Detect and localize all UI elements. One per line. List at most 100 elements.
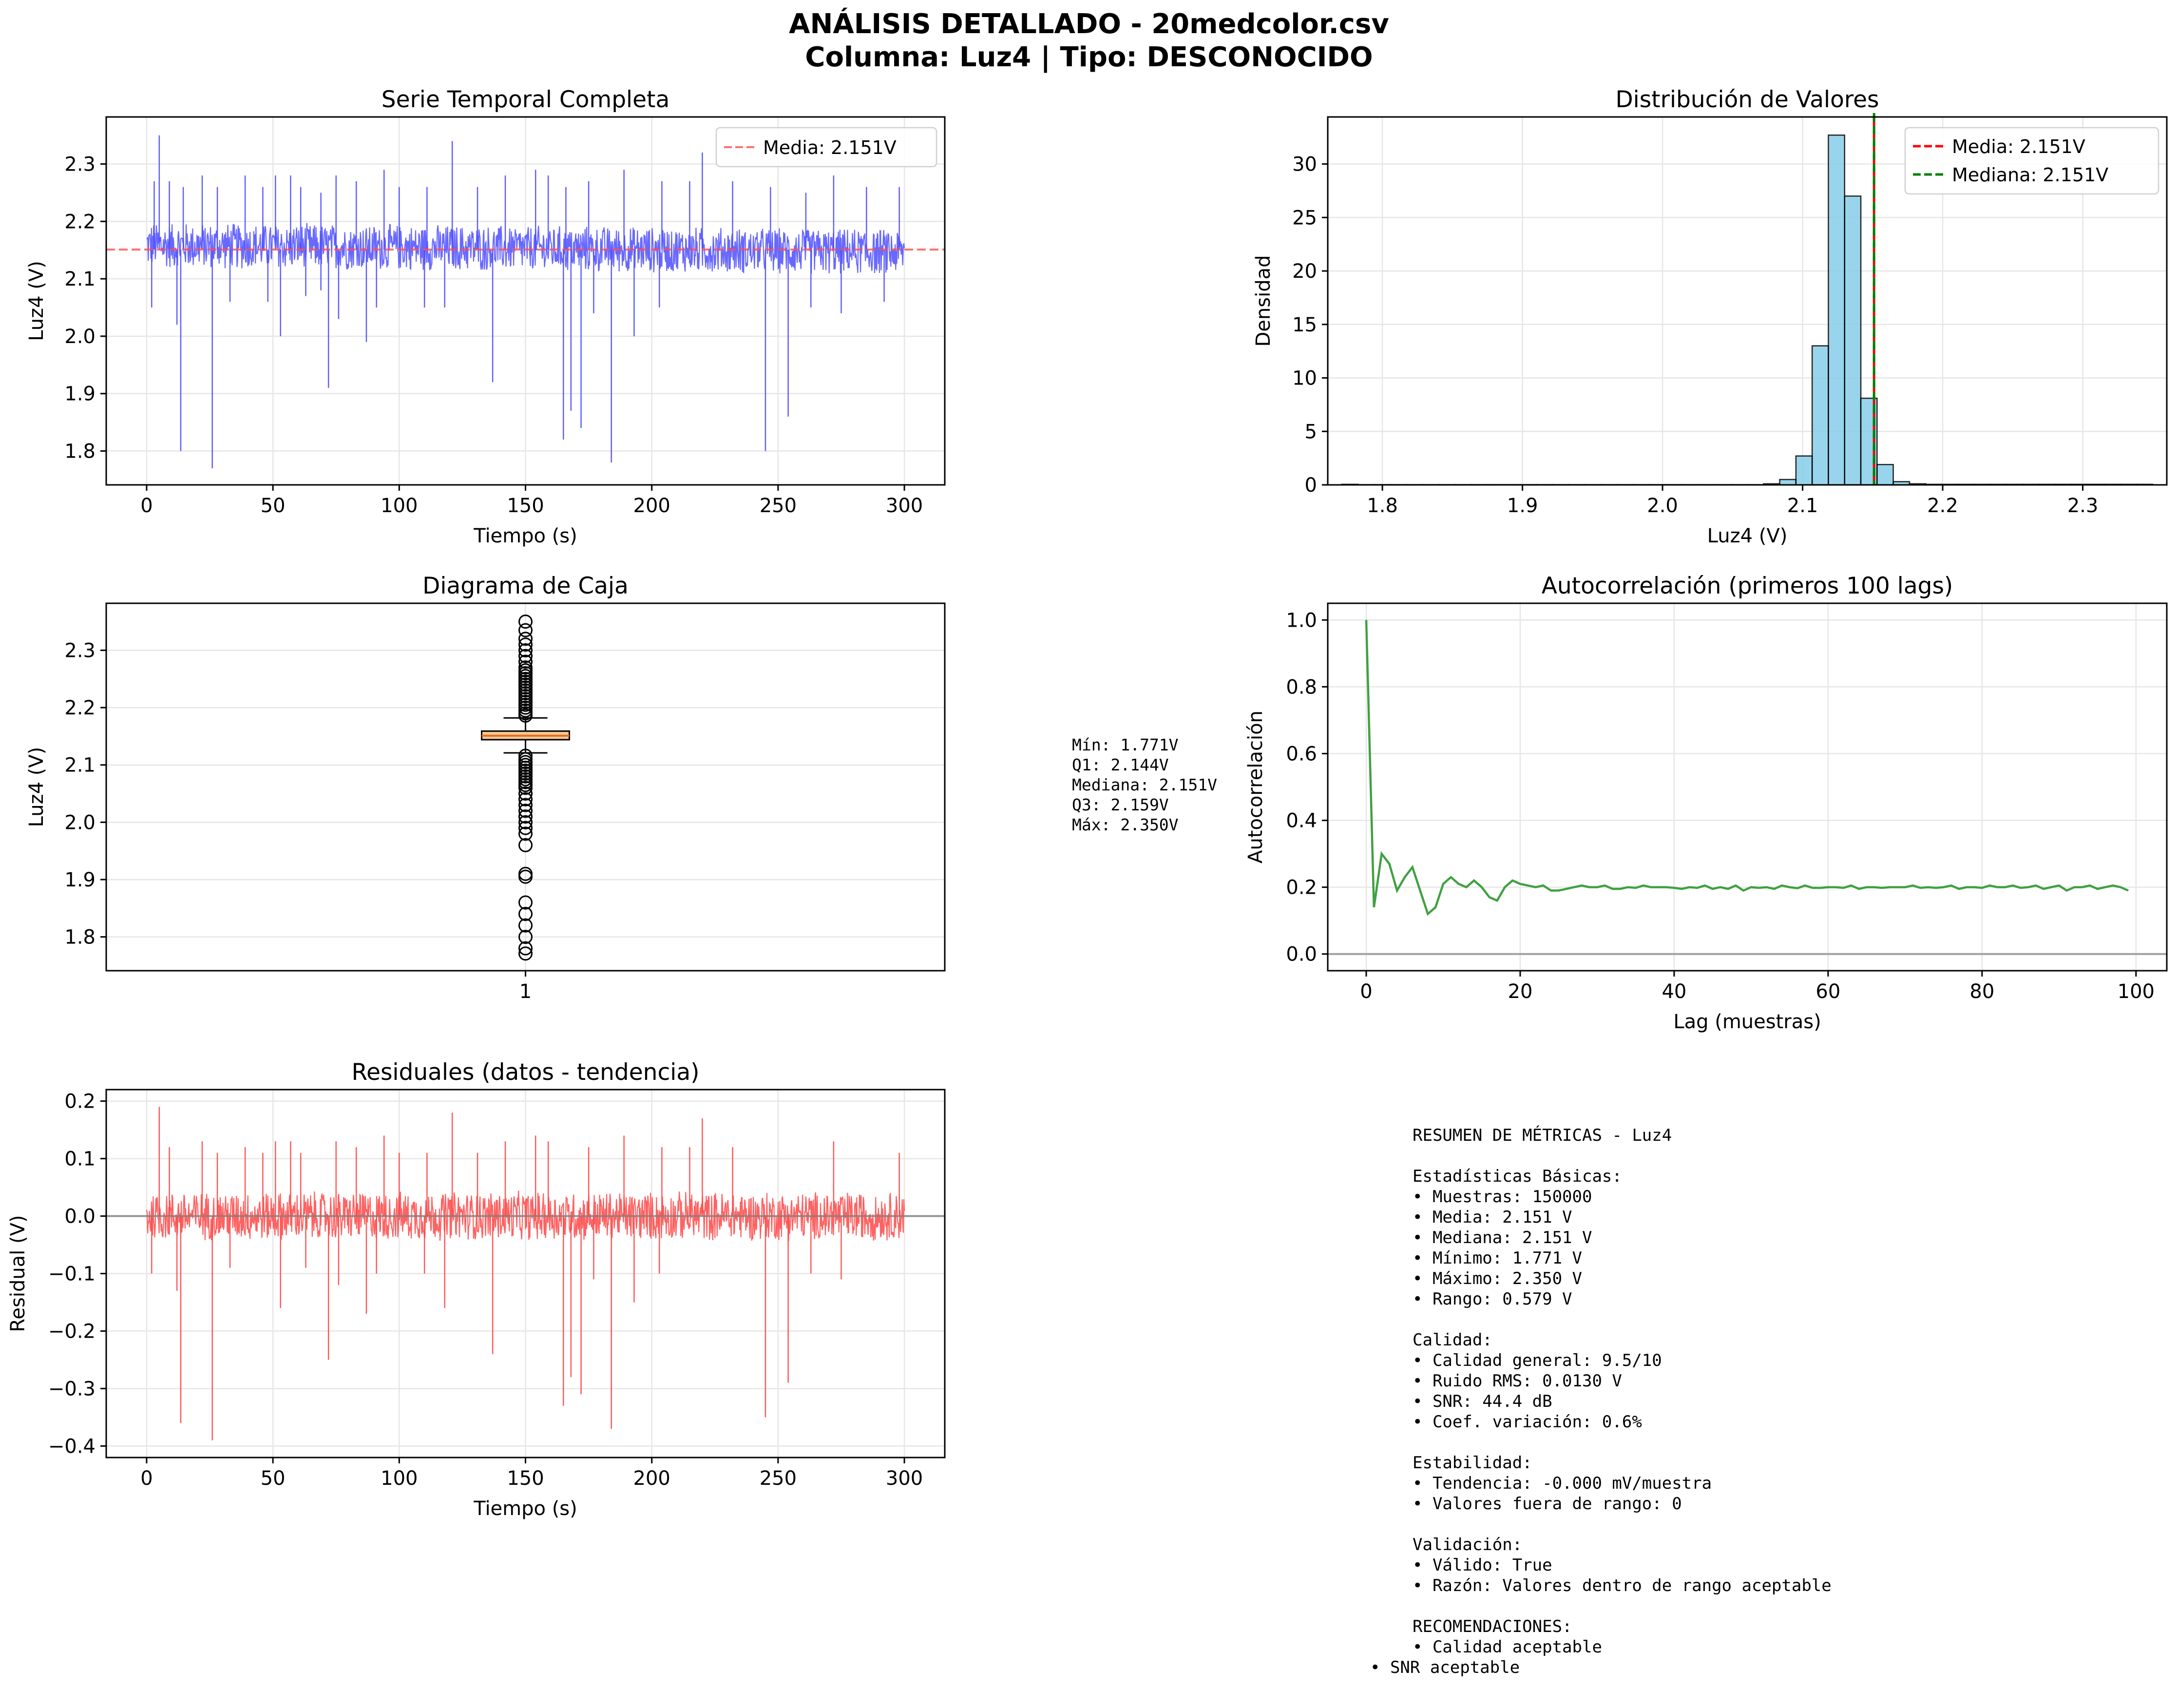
y-tick-label: 0.0 [1286, 943, 1317, 966]
figure-title: ANÁLISIS DETALLADO - 20medcolor.csv [789, 8, 1389, 40]
summary-line: • Calidad aceptable [1413, 1637, 1602, 1657]
x-axis-label: Lag (muestras) [1673, 1011, 1821, 1033]
y-tick-label: 20 [1292, 260, 1317, 283]
y-tick-label: 2.3 [64, 154, 96, 176]
x-tick-label: 50 [261, 1467, 286, 1490]
x-tick-label: 300 [886, 1467, 923, 1490]
y-tick-label: 15 [1292, 314, 1317, 336]
boxplot-panel: 1.8 1.9 2.0 2.1 2.2 2.3 Diagrama de Caja Luz4 (… [25, 573, 946, 1003]
x-tick-label: 150 [507, 1467, 544, 1490]
legend-box [715, 127, 937, 168]
summary-line: RECOMENDACIONES: [1413, 1617, 1572, 1636]
y-tick-label: 2.2 [64, 697, 96, 719]
figure-subtitle: Columna: Luz4 | Tipo: DESCONOCIDO [805, 41, 1373, 73]
y-axis-label: Densidad [1252, 255, 1275, 346]
y-tick-label: 0 [1305, 474, 1317, 497]
x-axis-label: Luz4 (V) [1707, 525, 1788, 547]
y-tick-label: 0.1 [64, 1148, 96, 1171]
summary-line: • Mínimo: 1.771 V [1413, 1248, 1582, 1268]
y-tick-label: 25 [1292, 207, 1317, 229]
x-tick-label: 0 [140, 495, 153, 517]
outlier-point [518, 869, 533, 884]
x-tick-label: 2.0 [1647, 495, 1678, 517]
y-axis-label: Luz4 (V) [25, 747, 48, 827]
outlier-point [518, 798, 533, 812]
y-tick-label: 2.1 [64, 754, 96, 777]
x-tick-label: 50 [261, 495, 286, 517]
y-tick-label: 2.3 [64, 639, 96, 662]
x-axis-label: Tiempo (s) [473, 1497, 577, 1520]
plot-area [146, 1107, 905, 1440]
box-stat-line: Q1: 2.144V [1072, 755, 1169, 774]
residuals-panel: −0.4 −0.3 −0.2 −0.1 0.0 0.1 0.2 0 50 100 150 200 250… [7, 1059, 946, 1520]
y-tick-label: 0.2 [64, 1091, 96, 1113]
legend-box [1904, 127, 2159, 195]
box-stat-line: Mín: 1.771V [1072, 735, 1179, 754]
summary-line: • Mediana: 2.151 V [1413, 1228, 1592, 1247]
y-tick-label: 2.1 [64, 268, 96, 290]
x-tick-label: 100 [381, 1467, 418, 1490]
x-tick-label: 150 [507, 495, 544, 517]
summary-line: Calidad: [1413, 1330, 1492, 1350]
summary-line: • Válido: True [1413, 1555, 1552, 1575]
y-tick-label: 2.0 [64, 811, 96, 834]
outlier-point [518, 781, 533, 795]
outlier-point [518, 643, 533, 657]
x-tick-label: 200 [633, 495, 670, 517]
outlier-point [518, 930, 533, 944]
outlier-point [518, 815, 533, 829]
outlier-point [518, 907, 533, 921]
x-tick-label: 1.8 [1367, 495, 1398, 517]
summary-line: Estabilidad: [1413, 1453, 1532, 1473]
box-stat-line: Máx: 2.350V [1072, 815, 1179, 834]
histogram-bar [1795, 455, 1813, 486]
outlier-point [518, 918, 533, 933]
outlier-point [518, 809, 533, 824]
axes-frame [1327, 602, 2168, 972]
y-tick-label: 2.2 [64, 211, 96, 233]
acf-series-line [1365, 620, 2129, 916]
summary-line: Estadísticas Básicas: [1413, 1167, 1622, 1186]
y-tick-label: −0.3 [48, 1378, 96, 1400]
panel-title: Serie Temporal Completa [382, 86, 670, 113]
histogram-bar [1811, 345, 1829, 486]
summary-line: • Media: 2.151 V [1413, 1208, 1572, 1227]
outlier-point [518, 709, 533, 723]
outlier-point [518, 821, 533, 835]
summary-line: • SNR: 44.4 dB [1413, 1392, 1552, 1411]
y-tick-label: 5 [1305, 421, 1317, 443]
summary-line: • Calidad general: 9.5/10 [1413, 1351, 1662, 1370]
summary-line: • Máximo: 2.350 V [1413, 1269, 1582, 1288]
x-tick-label: 60 [1815, 980, 1840, 1003]
y-tick-label: 0.0 [64, 1206, 96, 1228]
summary-line: • SNR aceptable [1370, 1658, 1520, 1677]
summary-line: • Tendencia: -0.000 mV/muestra [1413, 1474, 1712, 1493]
legend-label-mean: Media: 2.151V [1952, 136, 2085, 157]
outlier-point [518, 792, 533, 806]
box-stat-line: Q3: 2.159V [1072, 795, 1169, 814]
y-tick-label: 0.8 [1286, 676, 1317, 698]
panel-title: Distribución de Valores [1615, 86, 1879, 113]
panel-title: Autocorrelación (primeros 100 lags) [1542, 573, 1953, 599]
y-tick-label: 10 [1292, 367, 1317, 390]
y-tick-label: 0.6 [1286, 743, 1317, 765]
x-axis-label: Tiempo (s) [473, 525, 577, 547]
panel-title: Residuales (datos - tendencia) [351, 1059, 699, 1086]
axes-frame [1327, 116, 2168, 486]
outlier-point [518, 632, 533, 646]
time-series-panel: 1.8 1.9 2.0 2.1 2.2 2.3 0 50 100 150 200 250 300 Seri… [25, 86, 946, 547]
y-tick-label: 1.8 [64, 441, 96, 463]
x-tick-label: 2.3 [2067, 495, 2099, 517]
x-tick-label: 1.9 [1507, 495, 1538, 517]
box-stat-line: Mediana: 2.151V [1072, 775, 1217, 794]
summary-line: • Valores fuera de rango: 0 [1413, 1494, 1682, 1514]
outlier-point [518, 804, 533, 818]
outlier-point [518, 895, 533, 910]
x-tick-label: 1 [519, 980, 532, 1003]
y-tick-label: −0.4 [48, 1435, 96, 1458]
y-tick-label: 0.4 [1286, 810, 1317, 832]
x-tick-label: 20 [1508, 980, 1533, 1003]
summary-line: • Coef. variación: 0.6% [1413, 1412, 1642, 1432]
outlier-point [518, 838, 533, 852]
y-tick-label: 1.8 [64, 926, 96, 949]
